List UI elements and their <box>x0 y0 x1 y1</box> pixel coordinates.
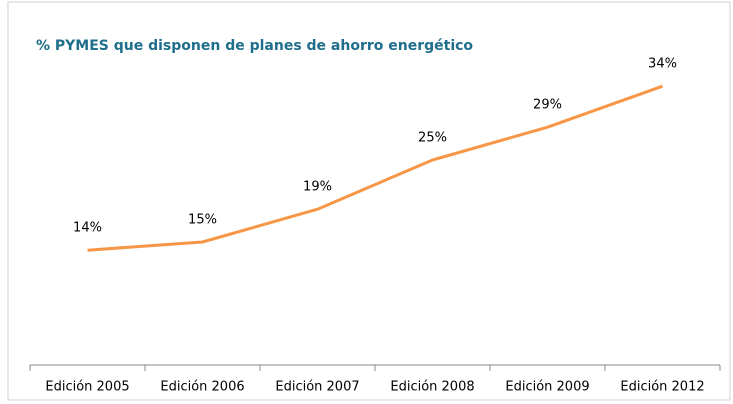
data-label: 34% <box>648 57 677 72</box>
x-tick-label: Edición 2009 <box>505 380 589 395</box>
data-label: 14% <box>73 221 102 236</box>
line <box>87 84 664 252</box>
x-tick-label: Edición 2005 <box>45 380 129 395</box>
data-label: 19% <box>303 180 332 195</box>
data-label: 29% <box>533 98 562 113</box>
chart-border <box>7 1 731 401</box>
x-tick-label: Edición 2008 <box>390 380 474 395</box>
x-tick-label: Edición 2006 <box>160 380 244 395</box>
chart-title: % PYMES que disponen de planes de ahorro… <box>36 38 473 54</box>
x-tick-label: Edición 2012 <box>620 380 704 395</box>
data-label: 25% <box>418 131 447 146</box>
x-tick-label: Edición 2007 <box>275 380 359 395</box>
data-label: 15% <box>188 213 217 228</box>
